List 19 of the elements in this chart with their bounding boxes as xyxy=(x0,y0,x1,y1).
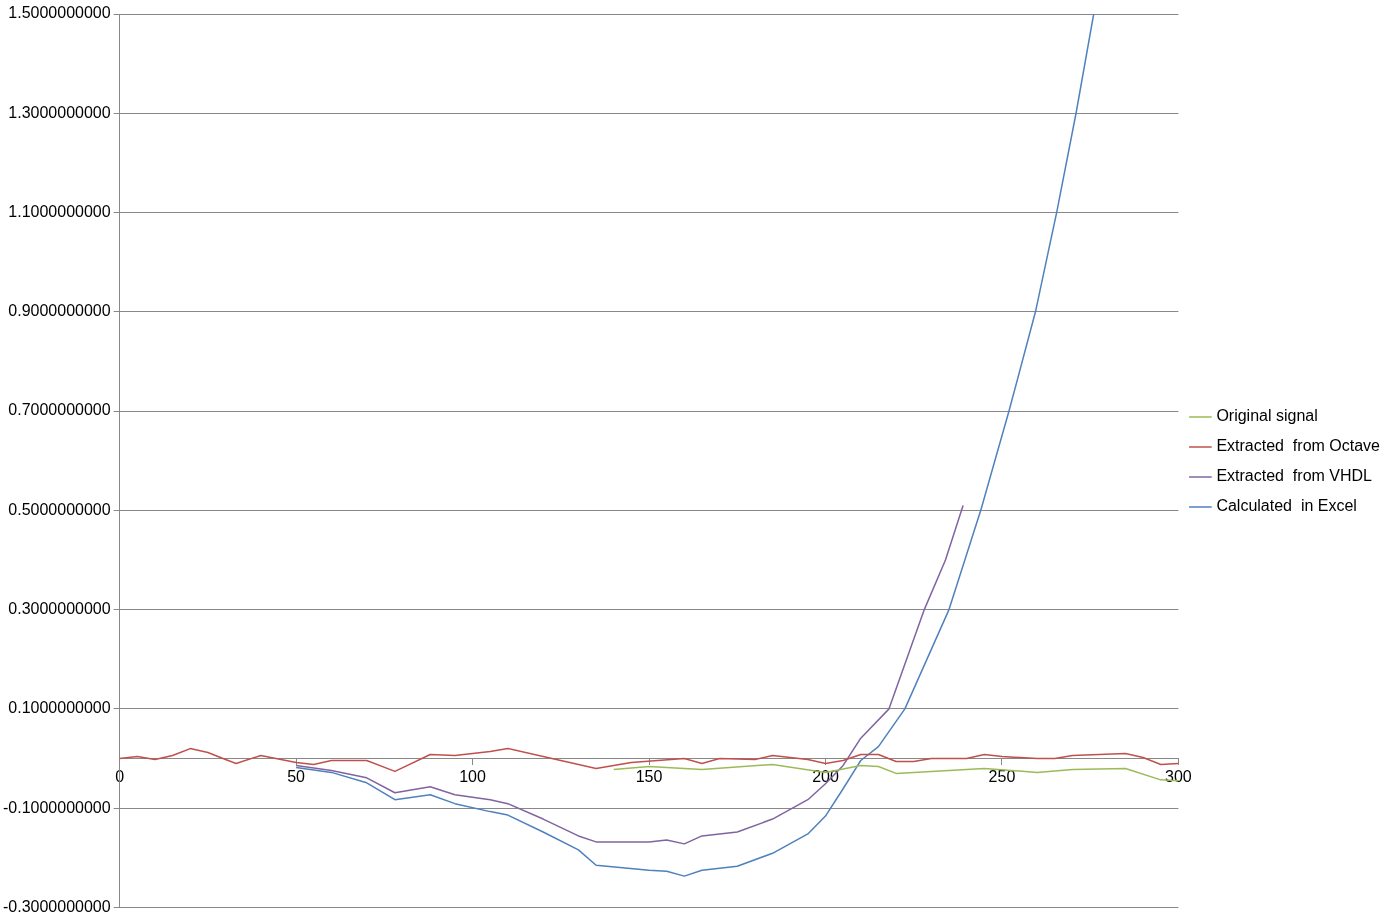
legend-label: Original signal xyxy=(1216,407,1318,425)
y-tick-label: 0.7000000000 xyxy=(8,401,111,419)
y-tick-label: 0.1000000000 xyxy=(8,699,111,717)
y-tick-label: 1.5000000000 xyxy=(8,4,111,22)
y-tick-label: 0.3000000000 xyxy=(8,600,111,618)
x-tick-label: 150 xyxy=(635,767,663,785)
y-tick-label: 0.9000000000 xyxy=(8,302,111,320)
legend-label: Extracted from Octave xyxy=(1216,437,1381,455)
x-tick-label: 300 xyxy=(1165,767,1192,785)
y-tick-label: 0.5000000000 xyxy=(8,500,111,518)
x-tick-label: 100 xyxy=(459,767,487,785)
legend-label: Extracted from VHDL xyxy=(1216,467,1373,485)
y-tick-label: -0.3000000000 xyxy=(3,897,111,915)
legend-label: Calculated in Excel xyxy=(1216,497,1357,515)
y-tick-label: 1.1000000000 xyxy=(8,202,111,220)
y-tick-label: -0.1000000000 xyxy=(3,798,111,816)
y-tick-label: 1.3000000000 xyxy=(8,103,111,121)
x-tick-label: 250 xyxy=(988,767,1016,785)
x-tick-label: 50 xyxy=(287,767,306,785)
